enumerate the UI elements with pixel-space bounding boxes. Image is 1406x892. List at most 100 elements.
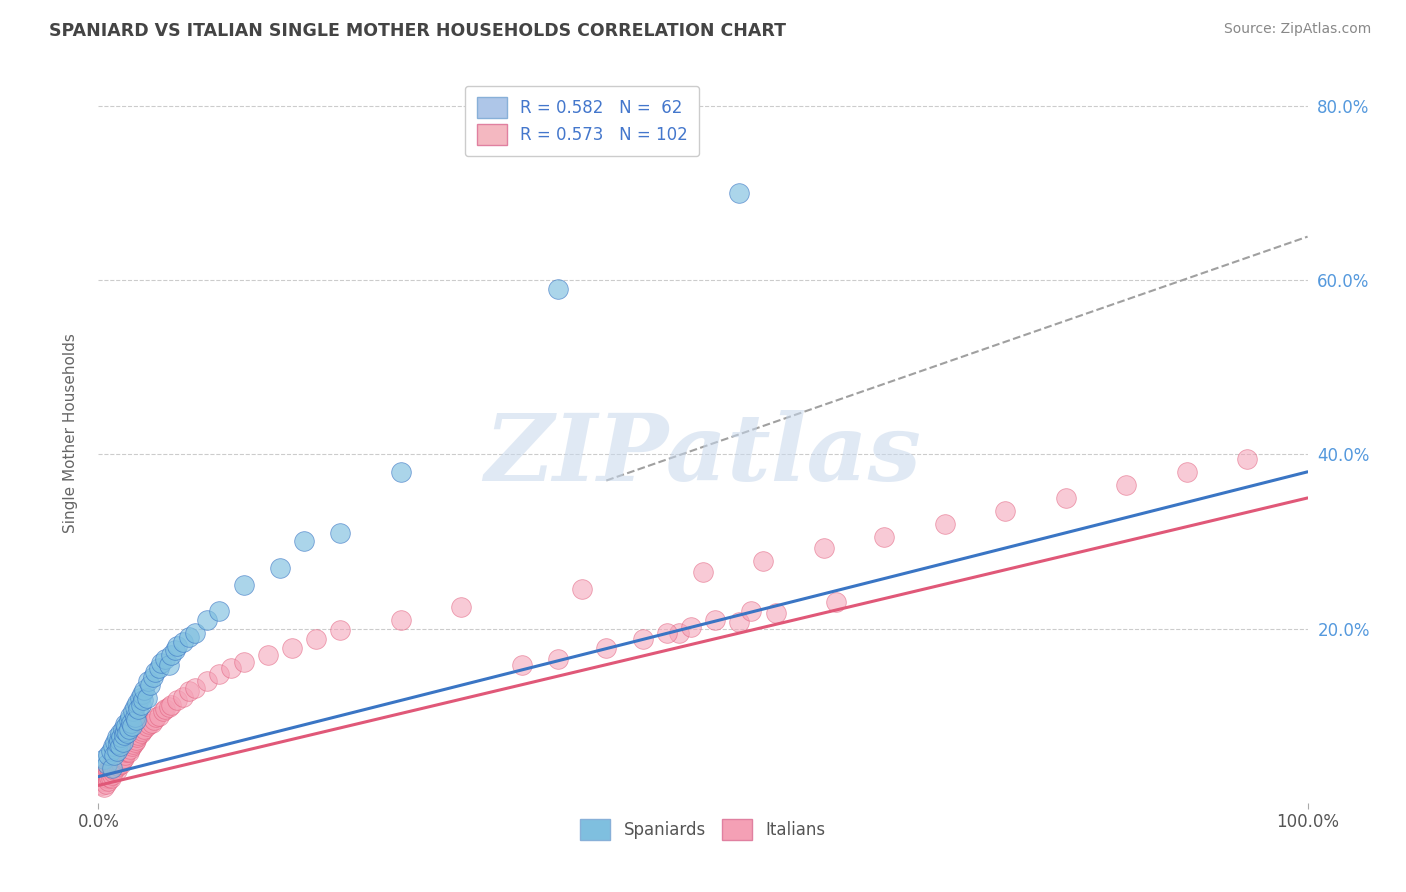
Point (631, 632, 654, 646)
Point (172, 690, 194, 704)
Text: ZIPatlas: ZIPatlas (485, 409, 921, 500)
Point (104, 761, 127, 775)
Point (547, 282, 569, 296)
Point (135, 719, 157, 733)
Point (389, 465, 412, 479)
Point (117, 726, 139, 740)
Point (232, 655, 254, 669)
Point (115, 731, 138, 745)
Point (96, 772, 118, 786)
Point (91, 774, 114, 789)
Point (329, 624, 352, 638)
Point (184, 681, 207, 695)
Point (103, 752, 125, 766)
Text: SPANIARD VS ITALIAN SINGLE MOTHER HOUSEHOLDS CORRELATION CHART: SPANIARD VS ITALIAN SINGLE MOTHER HOUSEH… (49, 22, 786, 40)
Point (127, 731, 149, 745)
Point (145, 710, 167, 724)
Point (127, 728, 149, 742)
Point (100, 756, 122, 771)
Point (100, 759, 122, 773)
Point (148, 708, 170, 723)
Point (115, 719, 138, 733)
Point (117, 743, 139, 757)
Point (134, 682, 156, 697)
Point (704, 613, 727, 627)
Point (108, 754, 131, 768)
Point (110, 739, 132, 754)
Point (1115, 478, 1137, 492)
Point (157, 700, 180, 714)
Point (128, 691, 150, 706)
Point (118, 722, 141, 736)
Point (93, 752, 115, 766)
Point (934, 517, 956, 532)
Point (135, 691, 157, 706)
Point (510, 658, 533, 673)
Point (117, 728, 139, 742)
Point (120, 724, 142, 739)
Point (121, 739, 143, 754)
Point (141, 715, 163, 730)
Point (103, 763, 125, 777)
Point (97, 763, 120, 777)
Point (107, 759, 129, 773)
Point (740, 604, 762, 618)
Point (1175, 465, 1198, 479)
Point (118, 726, 141, 740)
Point (98, 761, 121, 775)
Point (108, 733, 131, 747)
Point (1236, 451, 1258, 466)
Point (179, 630, 201, 644)
Point (153, 702, 176, 716)
Point (93, 780, 115, 794)
Point (157, 658, 180, 673)
Point (122, 737, 145, 751)
Point (752, 554, 775, 568)
Point (93, 770, 115, 784)
Text: Source: ZipAtlas.com: Source: ZipAtlas.com (1223, 22, 1371, 37)
Point (103, 747, 125, 762)
Point (124, 700, 146, 714)
Point (281, 640, 304, 655)
Point (111, 722, 134, 736)
Point (292, 534, 315, 549)
Point (131, 724, 153, 739)
Point (96, 768, 118, 782)
Point (124, 710, 146, 724)
Point (655, 626, 678, 640)
Point (813, 541, 835, 556)
Point (107, 737, 129, 751)
Point (114, 747, 136, 762)
Point (127, 702, 149, 716)
Point (269, 560, 291, 574)
Point (208, 666, 231, 681)
Point (114, 717, 136, 731)
Point (107, 745, 129, 759)
Point (101, 739, 124, 754)
Point (195, 673, 218, 688)
Point (111, 752, 134, 766)
Point (100, 772, 122, 786)
Point (139, 678, 162, 692)
Point (105, 743, 128, 757)
Point (108, 743, 131, 757)
Point (121, 719, 143, 733)
Point (873, 530, 896, 544)
Point (94, 777, 117, 791)
Point (142, 669, 165, 683)
Point (450, 599, 472, 614)
Point (221, 661, 243, 675)
Point (114, 724, 136, 739)
Point (152, 704, 174, 718)
Point (110, 731, 132, 745)
Point (765, 606, 787, 620)
Point (172, 634, 194, 648)
Point (166, 639, 188, 653)
Point (108, 741, 131, 756)
Point (122, 704, 145, 718)
Point (105, 747, 128, 762)
Point (118, 741, 141, 756)
Point (595, 640, 617, 655)
Point (100, 768, 122, 782)
Point (108, 726, 131, 740)
